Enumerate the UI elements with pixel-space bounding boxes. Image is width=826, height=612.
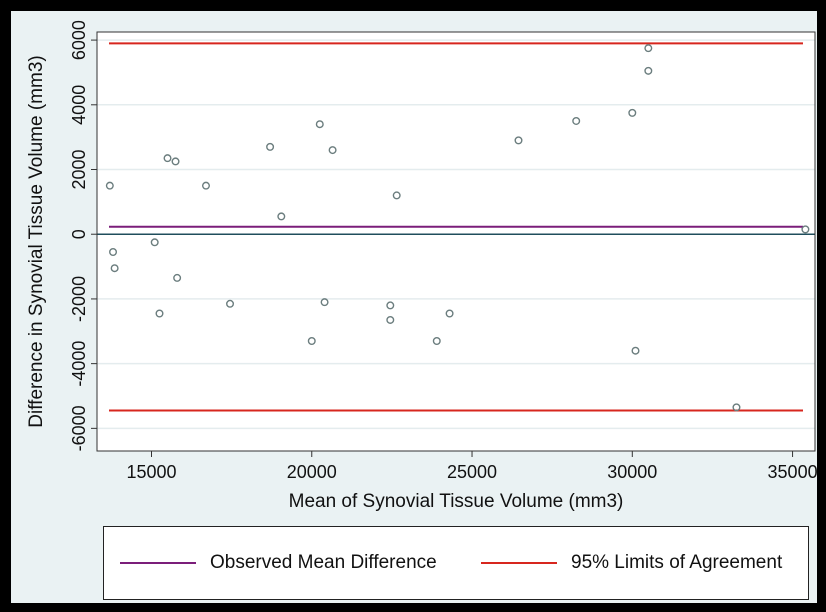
x-axis-ticks: 15000 20000 25000 30000 35000 bbox=[126, 451, 817, 482]
data-point bbox=[315, 120, 324, 129]
data-point bbox=[801, 225, 810, 234]
data-point bbox=[732, 403, 741, 412]
y-tick-label: -6000 bbox=[69, 405, 89, 451]
data-point bbox=[201, 181, 210, 190]
data-point bbox=[320, 298, 329, 307]
y-tick-label: 6000 bbox=[69, 20, 89, 60]
data-point bbox=[171, 157, 180, 166]
legend-label-mean-difference: Observed Mean Difference bbox=[210, 552, 437, 573]
y-tick-label: 0 bbox=[69, 229, 89, 239]
data-point bbox=[163, 154, 172, 163]
data-point bbox=[386, 301, 395, 310]
x-tick-label: 20000 bbox=[287, 462, 337, 482]
y-tick-label: -4000 bbox=[69, 341, 89, 387]
data-point bbox=[155, 309, 164, 318]
data-point bbox=[644, 66, 653, 75]
data-point bbox=[432, 336, 441, 345]
data-point bbox=[386, 315, 395, 324]
legend-item-limits-of-agreement: 95% Limits of Agreement bbox=[481, 551, 782, 575]
data-point bbox=[514, 136, 523, 145]
x-axis-label: Mean of Synovial Tissue Volume (mm3) bbox=[289, 491, 624, 512]
legend: Observed Mean Difference 95% Limits of A… bbox=[103, 526, 809, 600]
legend-swatch-limits-of-agreement bbox=[481, 562, 557, 564]
x-tick-label: 15000 bbox=[126, 462, 176, 482]
data-points bbox=[105, 44, 810, 412]
x-tick-label: 30000 bbox=[607, 462, 657, 482]
legend-swatch-mean-difference bbox=[120, 562, 196, 564]
data-point bbox=[392, 191, 401, 200]
x-tick-label: 25000 bbox=[447, 462, 497, 482]
data-point bbox=[110, 264, 119, 273]
y-tick-label: -2000 bbox=[69, 276, 89, 322]
legend-label-limits-of-agreement: 95% Limits of Agreement bbox=[571, 552, 783, 573]
data-point bbox=[628, 108, 637, 117]
plot-border bbox=[96, 31, 816, 452]
data-point bbox=[150, 238, 159, 247]
data-point bbox=[226, 299, 235, 308]
chart-frame: 15000 20000 25000 30000 35000 -6000 -4000 -200… bbox=[11, 11, 817, 603]
y-tick-label: 2000 bbox=[69, 149, 89, 189]
plot-area bbox=[97, 32, 815, 451]
bland-altman-chart: 15000 20000 25000 30000 35000 -6000-4000-200… bbox=[26, 20, 817, 512]
y-axis-ticks: -6000 -4000 -2000 0 2000 4000 6000 bbox=[69, 20, 97, 451]
data-point bbox=[277, 212, 286, 221]
data-point bbox=[105, 181, 114, 190]
y-tick-label: 4000 bbox=[69, 85, 89, 125]
data-point bbox=[266, 142, 275, 151]
reference-lines bbox=[97, 42, 815, 412]
data-point bbox=[644, 44, 653, 53]
data-point bbox=[328, 146, 337, 155]
x-tick-label: 35000 bbox=[768, 462, 817, 482]
data-point bbox=[445, 309, 454, 318]
data-point bbox=[307, 336, 316, 345]
data-point bbox=[572, 116, 581, 125]
data-point bbox=[631, 346, 640, 355]
y-axis-label: Difference in Synovial Tissue Volume (mm… bbox=[26, 55, 47, 427]
legend-item-mean-difference: Observed Mean Difference bbox=[120, 551, 437, 575]
data-point bbox=[109, 248, 118, 257]
data-point bbox=[173, 273, 182, 282]
